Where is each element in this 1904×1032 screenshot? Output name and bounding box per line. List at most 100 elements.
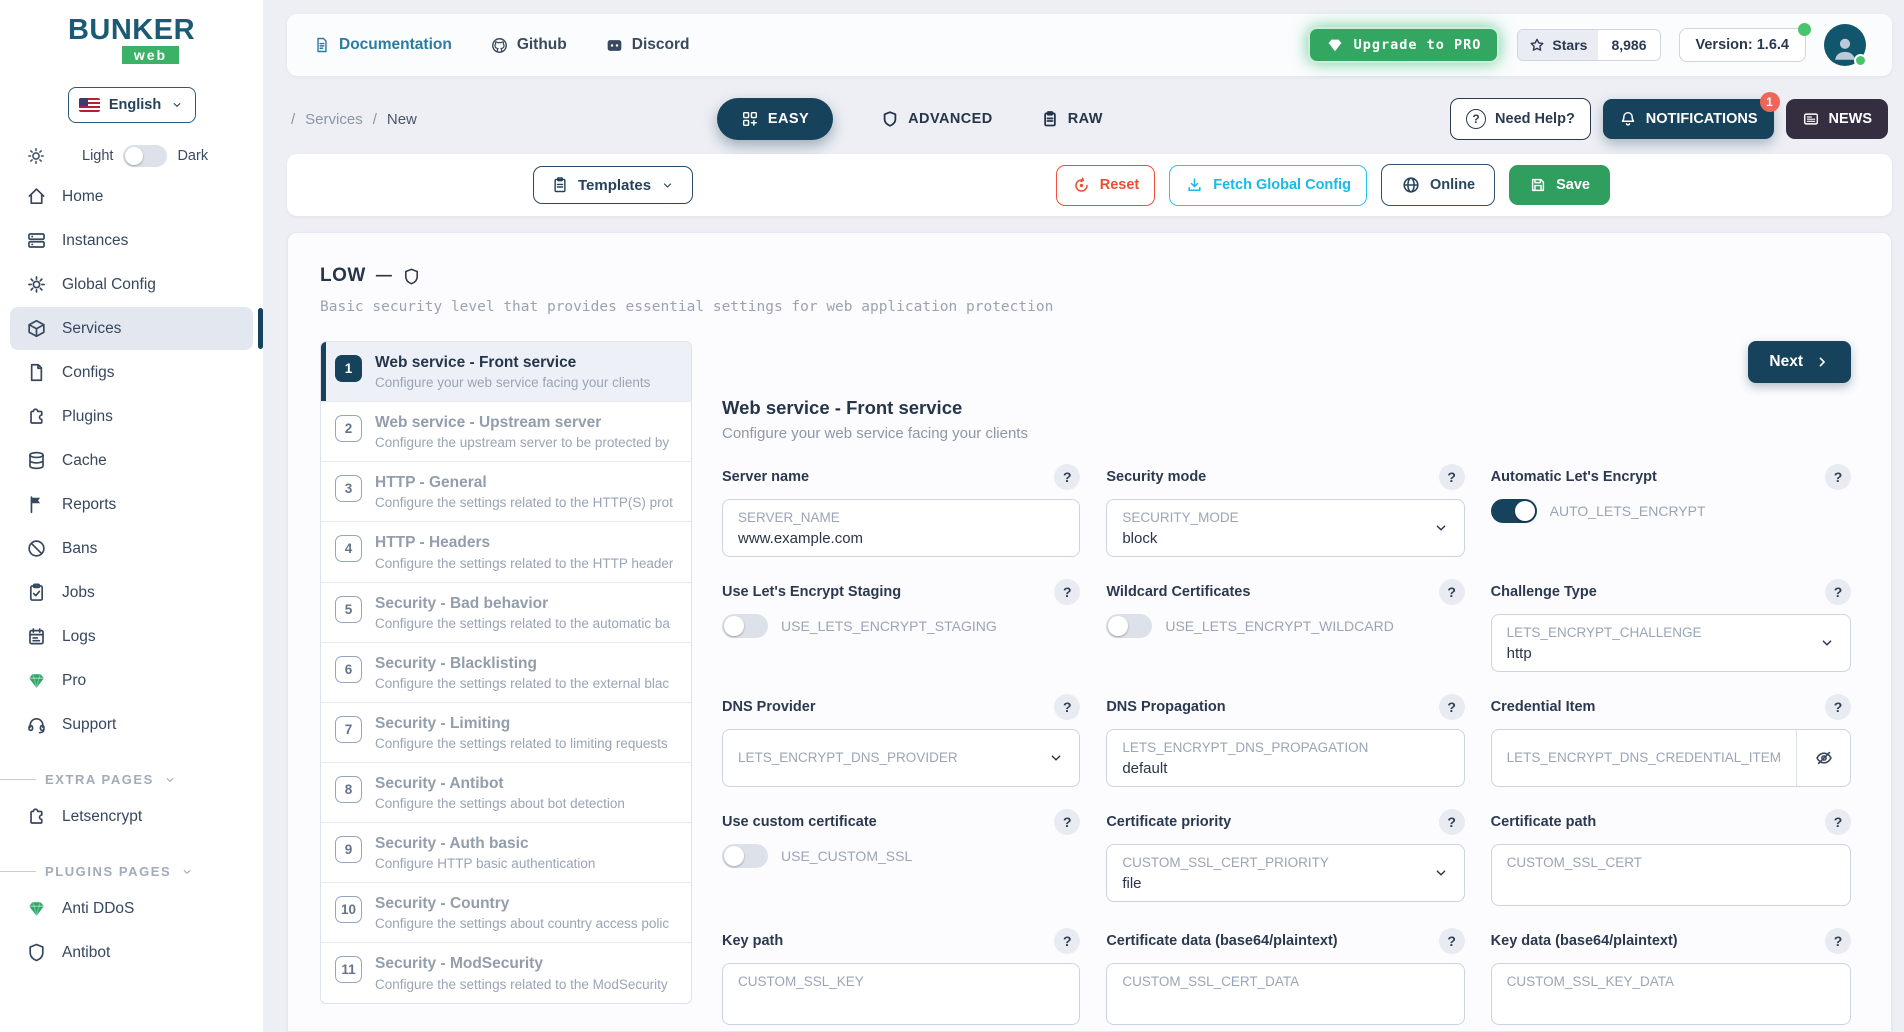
dns-provider-select[interactable]: LETS_ENCRYPT_DNS_PROVIDER — [722, 729, 1081, 787]
language-selector[interactable]: English — [67, 87, 196, 123]
fetch-global-config-button[interactable]: Fetch Global Config — [1169, 164, 1367, 206]
help-icon[interactable] — [1438, 928, 1465, 954]
step-item-10[interactable]: 10 Security - Country Configure the settin… — [321, 883, 691, 944]
use-custom-ssl-toggle[interactable] — [722, 844, 768, 868]
sidebar: BUNKER web English Light Dark Home Insta… — [0, 0, 263, 1032]
step-item-2[interactable]: 2 Web service - Upstream server Configure … — [321, 402, 691, 463]
sidebar-item-bans[interactable]: Bans — [10, 527, 253, 570]
breadcrumb-services[interactable]: Services — [305, 110, 363, 128]
field-label: Certificate priority — [1106, 814, 1232, 830]
section-plugins-pages[interactable]: PLUGINS PAGES — [0, 864, 247, 879]
sidebar-item-global-config[interactable]: Global Config — [10, 263, 253, 306]
tab-easy[interactable]: EASY — [716, 98, 834, 140]
step-item-4[interactable]: 4 HTTP - Headers Configure the settings re… — [321, 522, 691, 583]
sidebar-item-plugins[interactable]: Plugins — [10, 395, 253, 438]
documentation-link[interactable]: Documentation — [313, 36, 452, 54]
field-dns-propagation: DNS Propagation LETS_ENCRYPT_DNS_PROPAGA… — [1106, 694, 1465, 787]
sidebar-item-configs[interactable]: Configs — [10, 351, 253, 394]
sidebar-item-pro[interactable]: Pro — [10, 659, 253, 702]
sidebar-item-cache[interactable]: Cache — [10, 439, 253, 482]
version-badge: Version: 1.6.4 — [1678, 23, 1811, 62]
online-button[interactable]: Online — [1381, 164, 1496, 206]
sidebar-item-anti-ddos[interactable]: Anti DDoS — [10, 887, 253, 930]
step-item-7[interactable]: 7 Security - Limiting Configure the settin… — [321, 703, 691, 763]
avatar[interactable] — [1824, 24, 1867, 67]
step-number: 9 — [335, 836, 362, 864]
need-help-button[interactable]: Need Help? — [1450, 98, 1591, 140]
version-status-dot — [1798, 23, 1811, 36]
sidebar-item-reports[interactable]: Reports — [10, 483, 253, 526]
key-data-textarea[interactable]: CUSTOM_SSL_KEY_DATA — [1490, 963, 1851, 1025]
help-icon[interactable] — [1054, 809, 1081, 835]
field-auto-lets-encrypt: Automatic Let's Encrypt AUTO_LETS_ENCRYP… — [1490, 464, 1851, 557]
server-name-input[interactable]: SERVER_NAME www.example.com — [722, 499, 1081, 557]
help-icon[interactable] — [1438, 809, 1465, 835]
sidebar-item-jobs[interactable]: Jobs — [10, 571, 253, 614]
help-icon[interactable] — [1438, 579, 1465, 605]
step-item-11[interactable]: 11 Security - ModSecurity Configure the se… — [321, 943, 691, 1002]
step-description: Configure the settings about bot detecti… — [375, 796, 625, 812]
save-button[interactable]: Save — [1509, 165, 1610, 205]
discord-link[interactable]: Discord — [605, 36, 690, 55]
field-label: Certificate path — [1490, 814, 1597, 830]
tab-advanced[interactable]: ADVANCED — [881, 110, 993, 128]
help-icon[interactable] — [1438, 464, 1465, 490]
github-stars-badge[interactable]: Stars 8,986 — [1517, 29, 1661, 61]
step-item-9[interactable]: 9 Security - Auth basic Configure HTTP bas… — [321, 823, 691, 884]
help-icon[interactable] — [1054, 694, 1081, 720]
sidebar-item-label: Services — [62, 319, 122, 337]
credential-item-input[interactable]: LETS_ENCRYPT_DNS_CREDENTIAL_ITEM — [1490, 729, 1851, 787]
section-extra-pages[interactable]: EXTRA PAGES — [0, 772, 247, 787]
sidebar-item-services[interactable]: Services — [10, 307, 263, 350]
notifications-button[interactable]: NOTIFICATIONS 1 — [1602, 92, 1780, 139]
step-item-1[interactable]: 1 Web service - Front service Configure yo… — [321, 342, 691, 403]
step-item-3[interactable]: 3 HTTP - General Configure the settings re… — [321, 462, 691, 523]
reset-button[interactable]: Reset — [1055, 164, 1156, 206]
step-item-5[interactable]: 5 Security - Bad behavior Configure the se… — [321, 583, 691, 643]
help-icon[interactable] — [1054, 464, 1081, 490]
lets-encrypt-staging-toggle[interactable] — [722, 614, 768, 638]
server-icon — [26, 230, 47, 251]
step-title: Security - Antibot — [375, 774, 504, 792]
challenge-type-select[interactable]: LETS_ENCRYPT_CHALLENGE http — [1490, 614, 1851, 672]
help-icon[interactable] — [1438, 694, 1465, 720]
download-icon — [1185, 176, 1204, 195]
certificate-priority-select[interactable]: CUSTOM_SSL_CERT_PRIORITY file — [1106, 844, 1465, 902]
sidebar-item-logs[interactable]: Logs — [10, 615, 253, 658]
step-item-6[interactable]: 6 Security - Blacklisting Configure the se… — [321, 643, 691, 703]
help-icon[interactable] — [1825, 464, 1851, 490]
security-mode-select[interactable]: SECURITY_MODE block — [1106, 499, 1465, 557]
certificate-data-textarea[interactable]: CUSTOM_SSL_CERT_DATA — [1106, 963, 1465, 1025]
templates-dropdown[interactable]: Templates — [533, 166, 694, 204]
tab-raw[interactable]: RAW — [1041, 110, 1103, 128]
key-path-textarea[interactable]: CUSTOM_SSL_KEY — [722, 963, 1081, 1025]
next-button[interactable]: Next — [1748, 341, 1851, 383]
help-icon[interactable] — [1825, 928, 1851, 954]
help-icon[interactable] — [1054, 928, 1081, 954]
sidebar-item-instances[interactable]: Instances — [10, 219, 253, 262]
sidebar-item-letsencrypt[interactable]: Letsencrypt — [10, 795, 253, 838]
step-description: Configure the settings related to the au… — [375, 615, 670, 631]
dns-propagation-select[interactable]: LETS_ENCRYPT_DNS_PROPAGATION default — [1106, 729, 1465, 787]
theme-toggle[interactable] — [123, 145, 168, 167]
field-wildcard-certificates: Wildcard Certificates USE_LETS_ENCRYPT_W… — [1106, 579, 1465, 672]
wildcard-certificates-toggle[interactable] — [1106, 614, 1153, 638]
github-link[interactable]: Github — [490, 36, 567, 55]
field-label: Credential Item — [1490, 699, 1596, 715]
help-icon[interactable] — [1825, 809, 1851, 835]
sidebar-item-support[interactable]: Support — [10, 703, 253, 746]
certificate-path-textarea[interactable]: CUSTOM_SSL_CERT — [1490, 844, 1851, 906]
help-icon[interactable] — [1825, 694, 1851, 720]
help-icon[interactable] — [1054, 579, 1081, 605]
toggle-visibility-button[interactable] — [1796, 730, 1850, 786]
step-description: Configure HTTP basic authentication — [375, 856, 596, 872]
news-button[interactable]: NEWS — [1785, 99, 1888, 139]
step-item-8[interactable]: 8 Security - Antibot Configure the setting… — [321, 763, 691, 824]
sidebar-item-antibot[interactable]: Antibot — [10, 931, 253, 974]
link-label: Discord — [631, 36, 690, 53]
help-icon[interactable] — [1825, 579, 1851, 605]
sidebar-item-home[interactable]: Home — [10, 175, 253, 218]
upgrade-pro-button[interactable]: Upgrade to PRO — [1307, 27, 1500, 63]
auto-lets-encrypt-toggle[interactable] — [1490, 499, 1537, 523]
